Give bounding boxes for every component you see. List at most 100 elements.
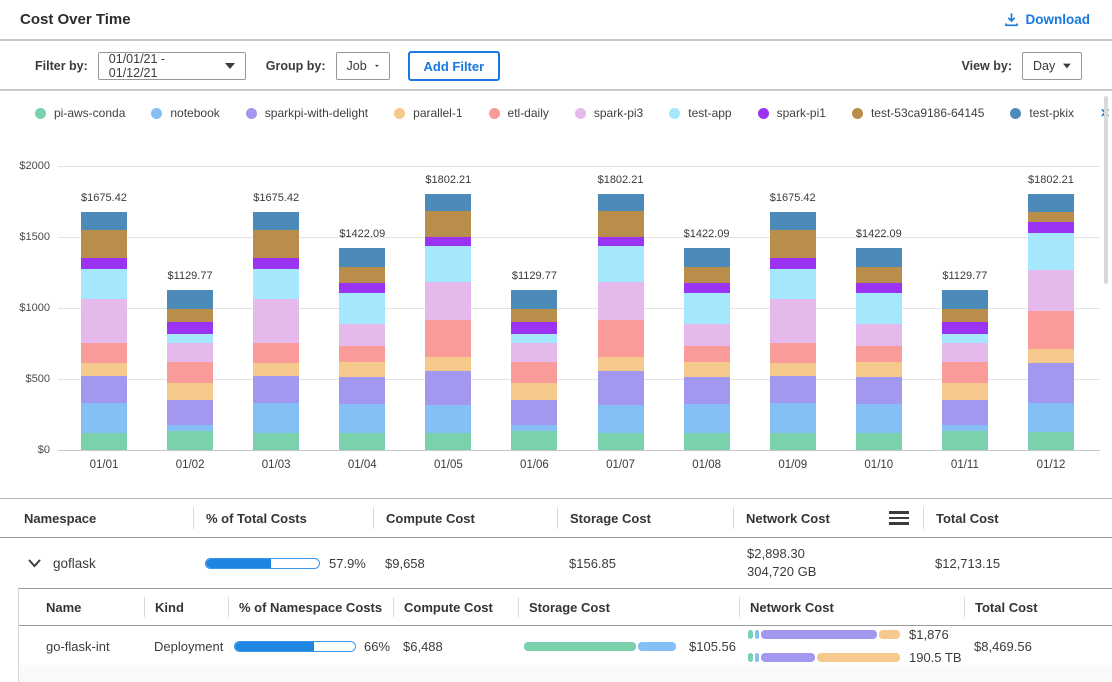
legend-item-spark-pi1[interactable]: spark-pi1 xyxy=(757,106,826,120)
bar-total-label: $1675.42 xyxy=(769,192,816,205)
panel-header: Cost Over Time Download xyxy=(0,0,1112,41)
stacked-bar-01/01 xyxy=(81,212,127,450)
network-cost-cell: $2,898.30 304,720 GB xyxy=(733,545,923,581)
pct-namespace-cell: 66% xyxy=(228,639,393,654)
bar-segment-parallel-1 xyxy=(167,383,214,400)
bar-segment-spark-pi1 xyxy=(941,322,988,334)
bar-total-label: $1802.21 xyxy=(1028,174,1074,187)
legend-item-notebook[interactable]: notebook xyxy=(151,106,220,120)
bar-segment-pi-aws-conda xyxy=(855,433,902,450)
compute-cost-cell: $9,658 xyxy=(385,555,425,571)
bar-segment-pi-aws-conda xyxy=(769,432,816,450)
bar-segment-spark-pi1 xyxy=(167,322,214,334)
legend-dot-icon xyxy=(757,107,769,119)
bar-segment-sparkpi-with-delight xyxy=(683,376,730,404)
legend-item-etl-daily[interactable]: etl-daily xyxy=(488,106,549,120)
bar-segment-test-pkix xyxy=(511,289,558,309)
cost-table-section: Namespace % of Total Costs Compute Cost … xyxy=(0,498,1112,682)
bar-segment-sparkpi-with-delight xyxy=(941,399,988,425)
network-cost-bar xyxy=(748,630,900,639)
bar-segment-test-pkix xyxy=(339,248,386,268)
bar-segment-test-app xyxy=(769,268,816,300)
bar-segment-sparkpi-with-delight xyxy=(167,399,214,425)
legend-item-sparkpi-with-delight[interactable]: sparkpi-with-delight xyxy=(245,106,368,120)
col-compute: Compute Cost xyxy=(373,507,557,529)
bar-total-label: $1675.42 xyxy=(81,192,127,205)
bar-segment-notebook xyxy=(597,404,644,433)
bar-segment-pi-aws-conda xyxy=(941,431,988,450)
legend-dot-icon xyxy=(574,107,586,119)
network-cost-value: $1,876 xyxy=(909,627,949,642)
x-axis-tick: 01/11 xyxy=(950,459,979,471)
col-total: Total Cost xyxy=(964,597,1112,617)
bar-segment-test-pkix xyxy=(769,212,816,230)
legend-item-test-pkix[interactable]: test-pkix xyxy=(1010,106,1074,120)
column-menu-icon[interactable] xyxy=(889,511,909,525)
legend-dot-icon xyxy=(851,107,863,119)
bar-segment-notebook xyxy=(683,403,730,434)
bar-segment-spark-pi3 xyxy=(769,299,816,344)
bar-segment-test-app xyxy=(683,293,730,324)
table-row-goflask[interactable]: goflask 57.9% $9,658 $156.85 $2,898.30 3… xyxy=(0,538,1112,588)
bar-segment-etl-daily xyxy=(1027,310,1074,350)
view-by-value: Day xyxy=(1033,59,1056,73)
col-storage: Storage Cost xyxy=(557,507,733,529)
bar-segment-spark-pi1 xyxy=(425,237,472,246)
bar-segment-test-53ca9186-64145 xyxy=(597,211,644,238)
bar-segment-parallel-1 xyxy=(253,362,300,377)
legend-item-parallel-1[interactable]: parallel-1 xyxy=(394,106,463,120)
legend-item-test-app[interactable]: test-app xyxy=(669,106,732,120)
x-axis-tick: 01/05 xyxy=(433,459,463,471)
legend-item-test-53ca9186-64145[interactable]: test-53ca9186-64145 xyxy=(851,106,984,120)
bar-segment-test-53ca9186-64145 xyxy=(1027,212,1074,222)
bar-total-label: $1422.09 xyxy=(855,228,902,241)
bar-segment-parallel-1 xyxy=(1027,349,1074,363)
bar-segment-test-53ca9186-64145 xyxy=(941,308,988,323)
bar-segment-notebook xyxy=(855,403,902,434)
legend-item-pi-aws-conda[interactable]: pi-aws-conda xyxy=(35,106,125,120)
page-title: Cost Over Time xyxy=(20,11,131,28)
col-pct-total: % of Total Costs xyxy=(193,507,373,529)
bar-segment-notebook xyxy=(769,403,816,433)
mini-bar-segment xyxy=(878,630,900,639)
bar-segment-pi-aws-conda xyxy=(683,433,730,450)
chart-legend: pi-aws-conda notebook sparkpi-with-delight… xyxy=(35,97,1110,129)
bar-segment-test-pkix xyxy=(81,212,127,230)
stacked-bar-01/03 xyxy=(253,212,300,450)
col-network: Network Cost xyxy=(733,507,923,529)
namespace-name: goflask xyxy=(53,555,96,571)
y-axis-tick: $0 xyxy=(37,444,50,456)
group-by-select[interactable]: Job xyxy=(335,52,390,80)
bar-segment-etl-daily xyxy=(769,343,816,363)
scrollbar-thumb[interactable] xyxy=(1104,96,1108,284)
bar-segment-test-app xyxy=(81,268,127,300)
download-button[interactable]: Download xyxy=(1004,12,1090,27)
bar-segment-spark-pi3 xyxy=(253,299,300,344)
network-usage-bar xyxy=(748,653,900,662)
stacked-bar-01/09 xyxy=(769,212,816,450)
download-icon xyxy=(1004,13,1018,27)
bar-segment-parallel-1 xyxy=(339,362,386,377)
mini-bar-segment xyxy=(761,653,816,662)
bar-segment-pi-aws-conda xyxy=(253,432,300,450)
add-filter-button[interactable]: Add Filter xyxy=(407,51,501,81)
namespace-table-header: Namespace % of Total Costs Compute Cost … xyxy=(0,498,1112,538)
x-axis-tick: 01/08 xyxy=(692,459,722,471)
storage-cost-cell: $156.85 xyxy=(569,555,616,571)
stacked-bar-01/07 xyxy=(597,194,644,450)
date-range-select[interactable]: 01/01/21 - 01/12/21 xyxy=(97,52,246,80)
legend-item-spark-pi3[interactable]: spark-pi3 xyxy=(574,106,643,120)
mini-bar-segment xyxy=(761,630,877,639)
table-row-go-flask-int[interactable]: go-flask-int Deployment 66% $6,488 $105.… xyxy=(19,626,1112,666)
bar-segment-parallel-1 xyxy=(597,356,644,371)
bar-segment-spark-pi3 xyxy=(683,323,730,347)
namespace-cell[interactable]: goflask xyxy=(0,556,193,571)
bar-segment-notebook xyxy=(941,424,988,432)
view-by-select[interactable]: Day xyxy=(1022,52,1082,80)
legend-dot-icon xyxy=(394,107,406,119)
chevron-down-icon[interactable] xyxy=(28,559,41,568)
group-by-value: Job xyxy=(346,59,367,73)
col-namespace: Namespace xyxy=(24,510,97,526)
workload-table-header: Name Kind % of Namespace Costs Compute C… xyxy=(19,589,1112,626)
